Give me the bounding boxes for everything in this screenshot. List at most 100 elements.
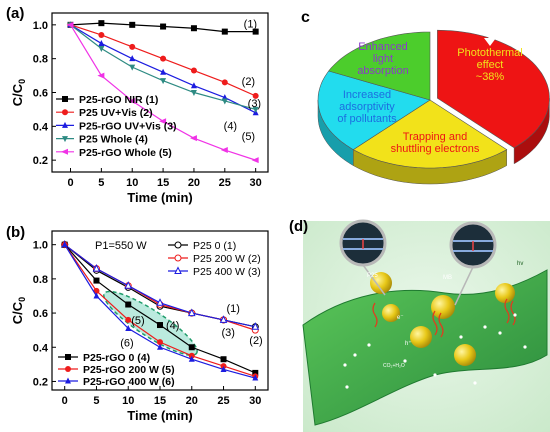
data-point [125, 316, 132, 323]
curve-tag: (1) [227, 303, 240, 315]
x-tick-label: 25 [217, 395, 229, 407]
magnifier-right [449, 221, 497, 306]
pie-slice [437, 29, 550, 149]
data-point [221, 98, 228, 105]
legend-marker [62, 109, 68, 116]
panel-label-a: (a) [6, 5, 24, 22]
data-point [221, 79, 228, 86]
chart-b: 0 5 10 15 20 25 30 0.2 0.4 0.6 0.8 1.0 Time (min) C/C… [6, 224, 269, 423]
data-point [125, 301, 132, 308]
molecule [513, 313, 517, 317]
legend-label: P25-rGO 400 W (6) [83, 376, 175, 388]
diagram-label-hole: h⁺ [405, 340, 412, 347]
particle [431, 295, 455, 319]
particle [454, 344, 476, 366]
data-point [159, 118, 167, 125]
data-point [129, 43, 136, 50]
curve-tag: (4) [166, 320, 179, 332]
power-annotation: P1=550 W [95, 240, 147, 252]
curve-tag: (5) [242, 131, 255, 143]
diagram-label-mb: MB [443, 275, 452, 281]
data-point [98, 31, 105, 38]
diagram-label-products: CO₂+H₂O [383, 363, 405, 369]
molecule [473, 381, 477, 385]
data-point [156, 298, 164, 306]
x-tick-label: 5 [98, 177, 104, 189]
data-point [124, 281, 133, 289]
data-point [157, 339, 163, 346]
particle [410, 326, 432, 348]
heat-waves [372, 298, 516, 338]
data-point [125, 324, 132, 331]
x-tick-label: 5 [93, 395, 99, 407]
molecule [498, 331, 502, 335]
y-tick-label: 0.6 [33, 308, 48, 320]
data-point [97, 72, 105, 79]
y-axis-label: C/C0 [10, 297, 27, 324]
particle [495, 283, 515, 303]
legend-label: P25-rGO 0 (4) [83, 352, 150, 364]
x-tick-label: 25 [219, 177, 231, 189]
data-point [92, 263, 101, 272]
legend-marker [174, 266, 182, 274]
y-tick-label: 0.2 [33, 376, 48, 388]
pie-label: Increased adsorptivity of pollutants [337, 89, 397, 125]
molecule [483, 325, 487, 329]
data-point [128, 97, 136, 104]
legend-label: P25 200 W (2) [193, 253, 261, 265]
curve-tag: (6) [120, 337, 133, 349]
pie-slice [317, 70, 431, 150]
x-tick-label: 0 [67, 177, 73, 189]
data-point [252, 106, 259, 113]
y-tick-label: 0.8 [33, 274, 48, 286]
data-point [160, 23, 167, 30]
molecule [343, 363, 347, 367]
curve-tag: (1) [244, 19, 257, 31]
curve-tag: (4) [224, 120, 237, 132]
data-point [61, 241, 68, 248]
legend-marker [62, 136, 68, 143]
particle [370, 272, 392, 294]
panel-label-d: (d) [289, 218, 308, 235]
diagram-label-p25: P25 [367, 273, 378, 279]
data-point [129, 64, 136, 71]
x-axis-label: Time (min) [127, 408, 193, 423]
data-point [252, 92, 259, 99]
x-tick-label: 20 [186, 395, 198, 407]
chart-c-pie: c Photothermal effect ~38% Trapping and shutt… [301, 9, 550, 185]
y-tick-label: 0.4 [33, 342, 49, 354]
legend-marker [174, 241, 182, 249]
curve-tag: (2) [242, 76, 255, 88]
legend-label: P25 Whole (4) [79, 134, 148, 146]
y-tick-label: 0.8 [33, 54, 48, 66]
molecule [523, 345, 527, 349]
pie-label: Trapping and shuttling electrons [391, 131, 480, 155]
legend-marker [174, 254, 182, 262]
x-tick-label: 30 [249, 395, 261, 407]
pie-label: Photothermal effect ~38% [457, 47, 522, 83]
curve-tag: (3) [222, 327, 235, 339]
panel-label-b: (b) [6, 224, 25, 241]
x-tick-label: 0 [62, 395, 68, 407]
y-tick-label: 0.2 [33, 155, 48, 167]
molecule [353, 353, 357, 357]
data-point [98, 39, 105, 46]
legend-marker [65, 366, 71, 372]
data-point [251, 157, 259, 164]
legend-marker [65, 354, 71, 360]
data-point [190, 82, 197, 89]
panel-label-c: c [301, 9, 310, 26]
data-point [160, 78, 167, 85]
curve-tag: (3) [248, 98, 261, 110]
y-tick-label: 0.4 [33, 121, 49, 133]
legend-label: P25 0 (1) [193, 240, 236, 252]
x-axis-label: Time (min) [127, 190, 193, 205]
diagram-label-hv: hv [517, 261, 523, 267]
molecule [345, 385, 349, 389]
x-tick-label: 10 [122, 395, 134, 407]
legend-label: P25-rGO 200 W (5) [83, 364, 175, 376]
data-point [98, 20, 105, 27]
legend-label: P25 400 W (3) [193, 266, 261, 278]
data-point [220, 147, 228, 154]
x-tick-label: 30 [250, 177, 262, 189]
